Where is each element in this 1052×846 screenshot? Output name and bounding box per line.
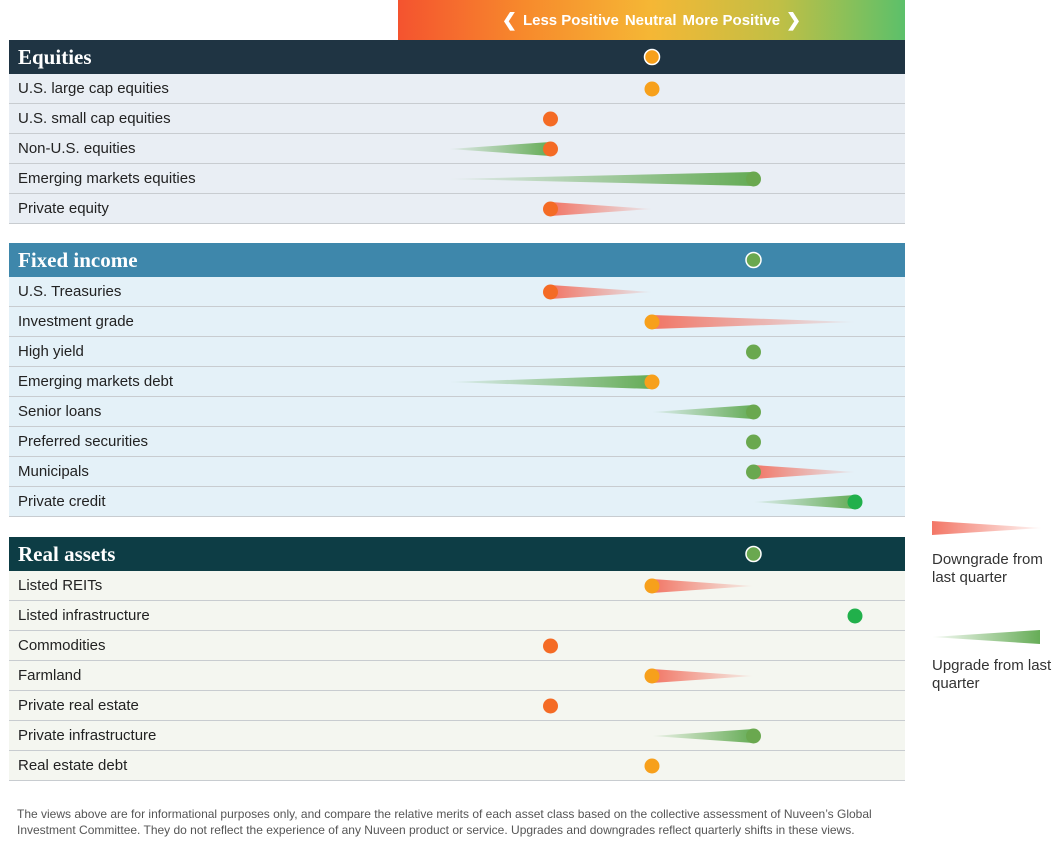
asset-row: Private real estate [9,691,905,721]
asset-row: Emerging markets debt [9,367,905,397]
asset-label: Private credit [18,493,106,510]
asset-label: Senior loans [18,403,102,420]
asset-label: Private infrastructure [18,727,157,744]
asset-row: Preferred securities [9,427,905,457]
asset-row: Non-U.S. equities [9,134,905,164]
sentiment-scale: ❮ Less Positive Neutral More Positive ❯ [398,0,905,40]
asset-row: High yield [9,337,905,367]
asset-label: Private real estate [18,697,139,714]
section-title: Equities [18,45,92,69]
asset-label: Emerging markets debt [18,373,174,390]
section-header: Equities [9,40,905,74]
legend-downgrade-label: Downgrade from last quarter [932,551,1043,586]
section-title: Real assets [18,542,116,566]
asset-label: U.S. Treasuries [18,283,122,300]
asset-row: Listed REITs [9,571,905,601]
asset-label: High yield [18,343,84,360]
section-header: Real assets [9,537,905,571]
asset-label: U.S. small cap equities [18,110,171,127]
scale-less-label: Less Positive [522,11,619,29]
asset-label: Real estate debt [18,757,128,774]
asset-row: Listed infrastructure [9,601,905,631]
scale-more-label: More Positive [682,11,781,29]
asset-row: U.S. small cap equities [9,104,905,134]
footnote: The views above are for informational pu… [17,807,872,837]
asset-row: Commodities [9,631,905,661]
asset-label: Non-U.S. equities [18,140,136,157]
asset-label: Listed infrastructure [18,607,150,624]
section-title: Fixed income [18,248,138,272]
asset-row: Private infrastructure [9,721,905,751]
asset-label: Emerging markets equities [18,170,196,187]
asset-row: U.S. Treasuries [9,277,905,307]
asset-label: Municipals [18,463,89,480]
asset-label: Preferred securities [18,433,149,450]
asset-label: Farmland [18,667,82,684]
asset-row: Private equity [9,194,905,224]
asset-label: Private equity [18,200,109,217]
chevron-left-icon: ❮ [501,9,517,30]
asset-row: U.S. large cap equities [9,74,905,104]
asset-row: Farmland [9,661,905,691]
chevron-right-icon: ❯ [786,9,802,30]
asset-label: Commodities [18,637,106,654]
asset-row: Municipals [9,457,905,487]
legend-upgrade-label: Upgrade from last quarter [932,657,1052,692]
legend-upgrade-swatch [932,630,1040,644]
asset-label: U.S. large cap equities [18,80,169,97]
section-header: Fixed income [9,243,905,277]
asset-label: Investment grade [18,313,134,330]
scale-neutral-label: Neutral [624,11,677,29]
legend-downgrade-swatch [932,521,1042,535]
asset-row: Senior loans [9,397,905,427]
asset-row: Emerging markets equities [9,164,905,194]
asset-row: Real estate debt [9,751,905,781]
asset-label: Listed REITs [18,577,103,594]
asset-row: Private credit [9,487,905,517]
asset-row: Investment grade [9,307,905,337]
